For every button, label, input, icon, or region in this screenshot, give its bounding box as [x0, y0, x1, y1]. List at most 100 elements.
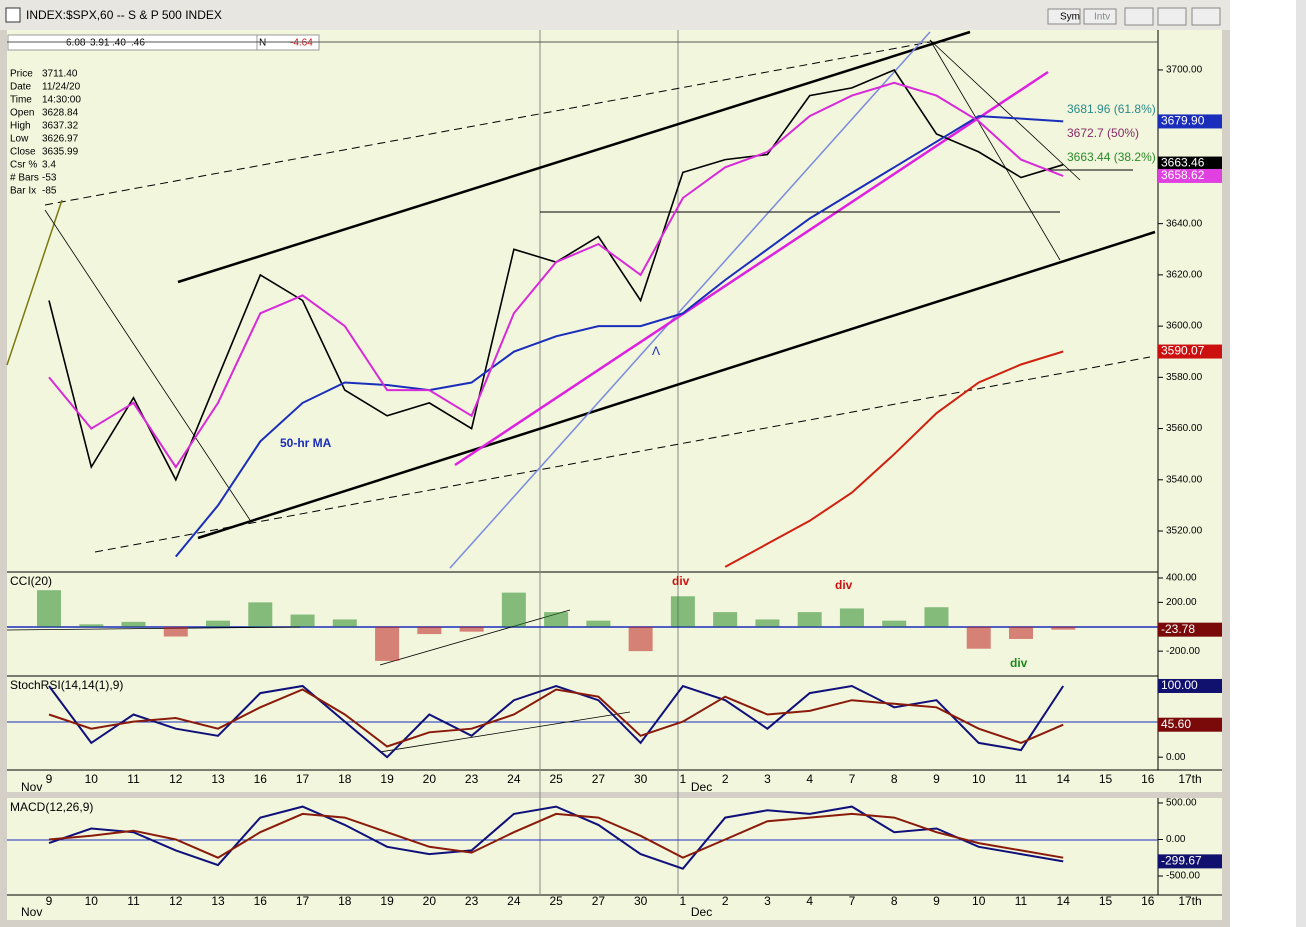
toolbar-value: .40: [112, 38, 126, 49]
panel-title: CCI(20): [10, 574, 52, 588]
annotation: 3663.44 (38.2%): [1067, 150, 1156, 164]
series-line: [48, 688, 1064, 748]
stoch-panel: [7, 676, 1158, 770]
close-button[interactable]: [1191, 7, 1221, 26]
value-marker-label: 3590.07: [1161, 344, 1205, 358]
cci-bar: [206, 620, 231, 627]
info-value: -53: [42, 173, 57, 184]
x-tick-label: 25: [549, 772, 563, 786]
intv-button[interactable]: [1083, 8, 1117, 25]
x-tick-label: 14: [1057, 772, 1071, 786]
title-bar: [0, 0, 1230, 30]
annotation: div: [1010, 656, 1028, 670]
x-tick-label: 16: [1141, 894, 1155, 908]
value-marker: [1158, 168, 1222, 183]
x-tick-label: 16: [254, 772, 268, 786]
annotation: div: [672, 574, 690, 588]
sym-button-label[interactable]: Sym: [1060, 12, 1080, 23]
x-tick-label: 9: [933, 772, 940, 786]
x-tick-label: 17: [296, 894, 310, 908]
channel-line: [197, 230, 1156, 540]
toolbar-value: -4.64: [290, 38, 313, 49]
x-tick-label: 8: [891, 894, 898, 908]
info-value: 11/24/20: [42, 82, 81, 93]
cci-bar: [79, 624, 104, 627]
macd-panel: [7, 798, 1222, 920]
maximize-button[interactable]: [1157, 7, 1187, 26]
minimize-button[interactable]: [1124, 7, 1154, 26]
cci-bar: [882, 620, 907, 627]
intv-button-label[interactable]: Intv: [1094, 12, 1110, 23]
toolbar-value: .46: [131, 38, 145, 49]
series-line: [48, 812, 1064, 859]
cci-bar: [755, 619, 780, 627]
x-tick-label: 23: [465, 894, 479, 908]
channel-line: [177, 30, 971, 284]
cci-bar: [670, 596, 695, 627]
cci-bar: [628, 626, 653, 652]
value-marker-label: 45.60: [1161, 717, 1191, 731]
month-label: Nov: [21, 780, 42, 794]
x-tick-label: 30: [634, 894, 648, 908]
cci-bar: [163, 626, 188, 637]
y-tick-label: 3560.00: [1166, 423, 1203, 434]
cci-bar: [797, 612, 822, 627]
info-label: Csr %: [10, 160, 37, 171]
cci-bar: [544, 612, 569, 627]
y-tick-label: 3520.00: [1166, 526, 1203, 537]
info-label: Close: [10, 147, 36, 158]
toolbar-value: N: [259, 38, 266, 49]
series-line: [48, 684, 1065, 759]
x-tick-label: 18: [338, 772, 352, 786]
x-tick-label: 12: [169, 894, 183, 908]
scrollbar[interactable]: [1296, 0, 1306, 927]
series-line: [724, 350, 1064, 568]
x-tick-label: 9: [46, 894, 53, 908]
window-title: INDEX:$SPX,60 -- S & P 500 INDEX: [26, 8, 222, 22]
x-tick-label: 15: [1099, 772, 1113, 786]
x-tick-label: 17th: [1178, 894, 1201, 908]
cci-bar: [1008, 626, 1033, 639]
value-marker-label: 100.00: [1161, 678, 1198, 692]
series-line: [175, 115, 1064, 558]
x-tick-label: 24: [507, 894, 521, 908]
x-tick-label: 9: [46, 772, 53, 786]
month-label: Nov: [21, 905, 42, 919]
value-marker: [1158, 678, 1222, 693]
y-tick-label: 3580.00: [1166, 372, 1203, 383]
sym-button[interactable]: [1047, 8, 1081, 25]
x-tick-label: 2: [722, 772, 729, 786]
x-tick-label: 19: [380, 772, 394, 786]
x-tick-label: 27: [592, 894, 606, 908]
x-tick-label: 30: [634, 772, 648, 786]
x-axis-band: [7, 770, 1158, 792]
x-tick-label: 20: [423, 894, 437, 908]
x-tick-label: 16: [1141, 772, 1155, 786]
info-label: Bar Ix: [10, 186, 36, 197]
info-label: Time: [10, 95, 32, 106]
info-label: Price: [10, 69, 33, 80]
x-tick-label: 2: [722, 894, 729, 908]
dashed-line: [94, 356, 1151, 553]
cci-panel: [7, 572, 1158, 676]
x-tick-label: 20: [423, 772, 437, 786]
info-value: 3.4: [42, 160, 56, 171]
y-tick-label: 3600.00: [1166, 321, 1203, 332]
panel-title: StochRSI(14,14(1),9): [10, 678, 123, 692]
month-label: Dec: [691, 780, 712, 794]
trend-line: [449, 31, 931, 569]
trend-line: [379, 711, 631, 753]
x-tick-label: 13: [211, 894, 225, 908]
x-tick-label: 9: [933, 894, 940, 908]
info-label: Open: [10, 108, 34, 119]
y-tick-label: -200.00: [1166, 646, 1200, 657]
x-tick-label: 1: [680, 894, 687, 908]
y-tick-label: 3700.00: [1166, 65, 1203, 76]
info-value: 3635.99: [42, 147, 79, 158]
x-tick-label: 10: [972, 772, 986, 786]
info-label: High: [10, 121, 31, 132]
trend-line: [6, 626, 301, 631]
dashed-line: [44, 41, 931, 206]
